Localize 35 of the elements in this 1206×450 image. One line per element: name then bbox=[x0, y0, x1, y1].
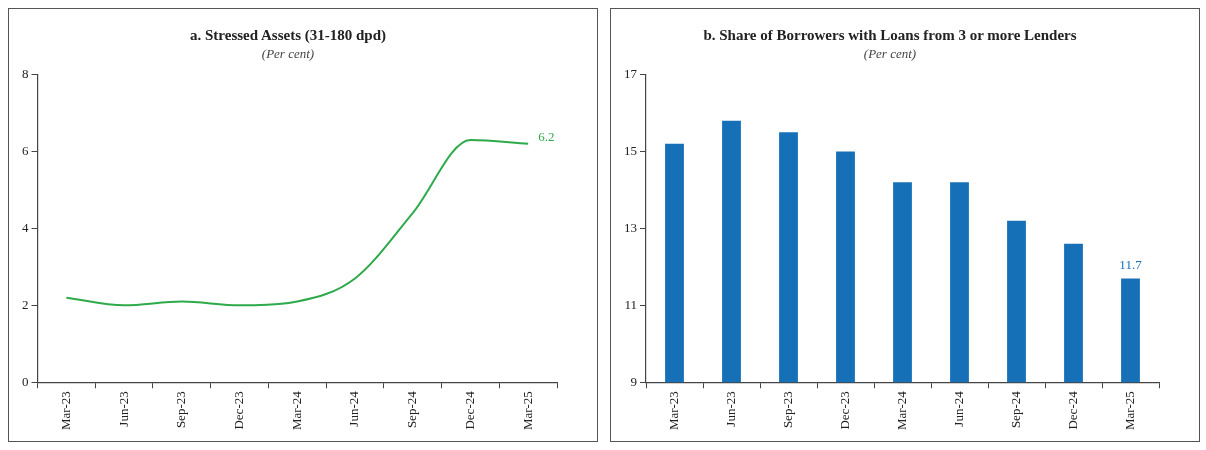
chart-title: b. Share of Borrowers with Loans from 3 or more Lenders bbox=[703, 26, 1077, 43]
x-tick-label: Jun-24 bbox=[346, 390, 362, 427]
x-tick-label: Dec-23 bbox=[836, 391, 852, 430]
y-tick-label: 0 bbox=[22, 373, 29, 389]
y-tick-label: 17 bbox=[624, 66, 638, 82]
chart-title: a. Stressed Assets (31-180 dpd) bbox=[190, 26, 386, 44]
x-tick-label: Mar-24 bbox=[288, 390, 304, 431]
y-tick-label: 11 bbox=[624, 296, 637, 312]
x-tick-label: Dec-23 bbox=[230, 391, 246, 430]
y-tick-label: 6 bbox=[22, 142, 29, 158]
y-tick-label: 13 bbox=[624, 219, 637, 235]
x-tick-label: Dec-24 bbox=[461, 390, 477, 430]
chart-subtitle: (Per cent) bbox=[863, 46, 917, 62]
x-tick-label: Sep-24 bbox=[1007, 390, 1023, 429]
x-tick-label: Mar-24 bbox=[893, 390, 909, 431]
x-tick-label: Jun-24 bbox=[950, 390, 966, 427]
x-tick-label: Dec-24 bbox=[1064, 390, 1080, 430]
x-tick-label: Sep-23 bbox=[779, 391, 795, 429]
y-tick-label: 15 bbox=[624, 142, 637, 158]
x-tick-label: Mar-23 bbox=[665, 391, 681, 431]
y-tick-label: 9 bbox=[630, 373, 637, 389]
y-tick-label: 4 bbox=[22, 219, 29, 235]
x-tick-label: Mar-25 bbox=[519, 391, 535, 431]
x-tick-label: Sep-23 bbox=[173, 391, 189, 429]
data-label: 6.2 bbox=[538, 129, 555, 145]
x-tick-label: Jun-23 bbox=[722, 391, 738, 427]
x-tick-label: Sep-24 bbox=[404, 390, 420, 429]
data-label: 11.7 bbox=[1119, 257, 1143, 273]
x-tick-label: Mar-23 bbox=[57, 391, 73, 431]
line-series bbox=[65, 138, 530, 307]
x-tick-label: Mar-25 bbox=[1121, 391, 1137, 431]
chart-subtitle: (Per cent) bbox=[261, 46, 315, 62]
x-tick-label: Jun-23 bbox=[115, 391, 131, 427]
y-tick-label: 2 bbox=[22, 296, 29, 312]
y-tick-label: 8 bbox=[22, 66, 29, 82]
